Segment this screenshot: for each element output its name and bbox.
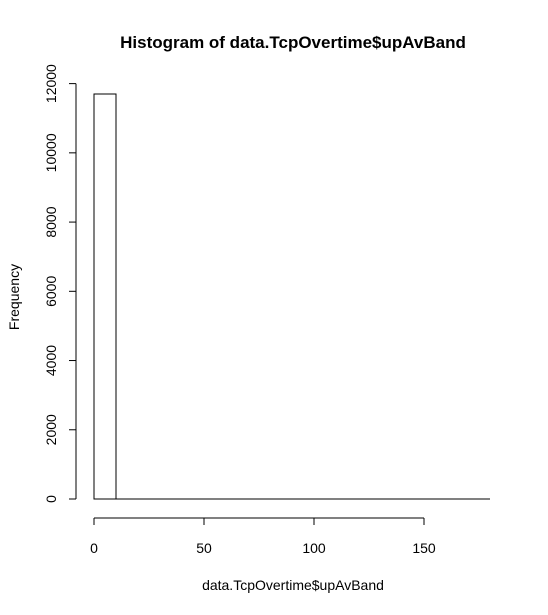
x-tick-label-2: 100 xyxy=(302,540,326,556)
histogram-bar-0 xyxy=(93,93,117,500)
y-axis: 0 2000 4000 6000 8000 10000 12000 xyxy=(43,64,77,503)
y-tick-label-4: 8000 xyxy=(43,206,59,237)
y-tick-label-0: 0 xyxy=(43,495,59,503)
y-tick-label-6: 12000 xyxy=(43,64,59,103)
y-tick-label-1: 2000 xyxy=(43,414,59,445)
y-axis-label: Frequency xyxy=(6,264,22,330)
x-axis: 0 50 100 150 xyxy=(90,517,436,556)
y-tick-label-3: 6000 xyxy=(43,276,59,307)
x-tick-label-1: 50 xyxy=(196,540,212,556)
x-tick-label-3: 150 xyxy=(412,540,436,556)
x-axis-label: data.TcpOvertime$upAvBand xyxy=(202,577,384,593)
y-tick-label-5: 10000 xyxy=(43,133,59,172)
chart-title: Histogram of data.TcpOvertime$upAvBand xyxy=(120,33,466,52)
x-tick-label-0: 0 xyxy=(90,540,98,556)
histogram-bars xyxy=(93,93,490,500)
y-tick-label-2: 4000 xyxy=(43,345,59,376)
